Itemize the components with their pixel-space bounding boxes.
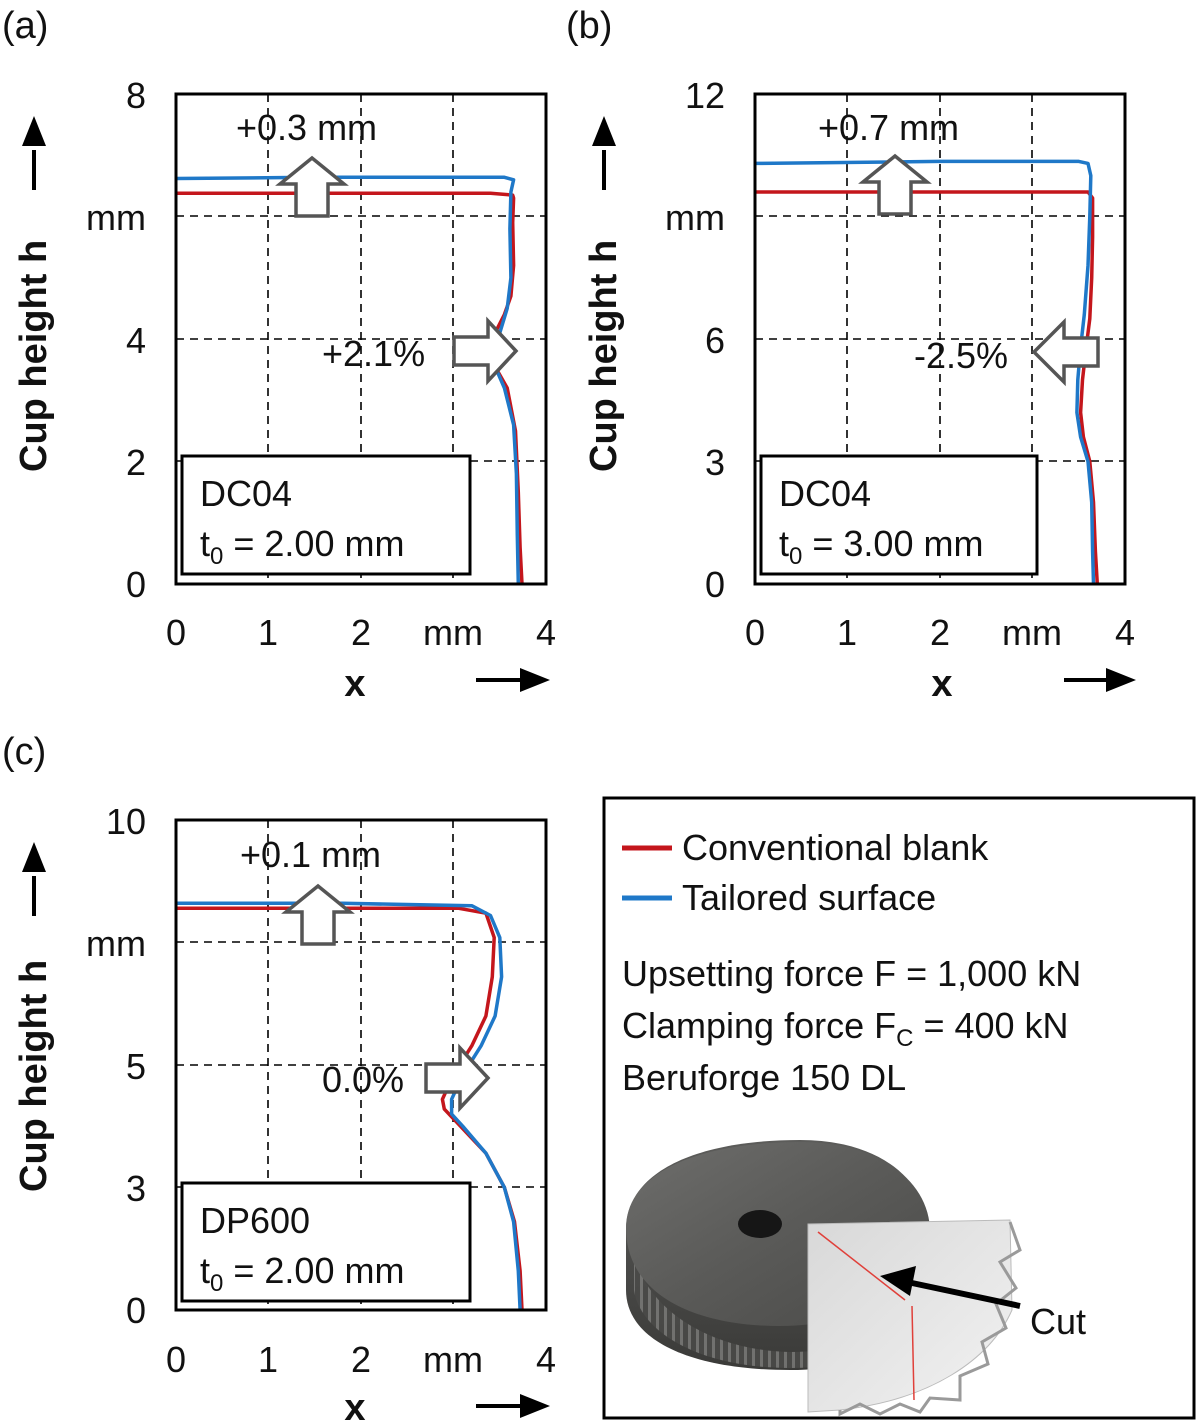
panel-b-y-arrow	[592, 116, 616, 190]
panel-a-material: DC04	[200, 473, 292, 514]
panel-b-xtick: 2	[930, 612, 950, 653]
panel-c-yticks: 10 mm 5 3 0	[86, 801, 146, 1331]
panel-a-up-arrow	[275, 155, 349, 218]
panel-b-ylabel: Cup height h	[583, 240, 625, 472]
panel-b-xtick: mm	[1002, 612, 1062, 653]
panel-b-xticks: 0 1 2 mm 4	[745, 612, 1135, 653]
cut-pointer-arrowhead	[880, 1266, 916, 1296]
panel-b-ytick: 3	[705, 442, 725, 483]
disc-center-hole	[738, 1210, 782, 1238]
cut-line-vertical	[911, 1305, 915, 1401]
panel-c-xtick: 1	[258, 1339, 278, 1380]
panel-c-xlabel: x	[344, 1387, 365, 1426]
panel-c-ytick: mm	[86, 923, 146, 964]
panel-c-label: (c)	[2, 731, 46, 773]
panel-b: (b) 12 mm 6 3 0 0 1 2 mm 4 x	[566, 5, 1136, 705]
panel-c-material: DP600	[200, 1200, 310, 1241]
panel-c-material-box: DP600 t0 = 2.00 mm	[180, 1181, 472, 1303]
panel-a-ytick: 8	[126, 75, 146, 116]
panel-a-ylabel: Cup height h	[13, 240, 55, 472]
cut-label: Cut	[1030, 1301, 1086, 1342]
panel-b-xlabel: x	[931, 663, 952, 705]
panel-b-series-tailored	[754, 159, 1096, 585]
panel-b-thickness-annotation: -2.5%	[914, 335, 1008, 376]
panel-b-ytick: 12	[685, 75, 725, 116]
panel-b-plot-frame	[753, 92, 1127, 586]
panel-c-y-arrow	[22, 842, 46, 916]
disc-teeth	[634, 1250, 924, 1368]
panel-a-material-box: DC04 t0 = 2.00 mm	[180, 454, 472, 576]
panel-c-xtick: 4	[536, 1339, 556, 1380]
panel-b-label: (b)	[566, 5, 612, 47]
panel-b-up-arrow	[858, 153, 932, 216]
process-clamping-force: Clamping force FC = 400 kN	[622, 1005, 1069, 1052]
panel-a-x-arrow	[476, 668, 550, 692]
panel-b-yticks: 12 mm 6 3 0	[665, 75, 725, 605]
panel-a-series-tailored	[175, 175, 521, 585]
panel-b-ytick: mm	[665, 197, 725, 238]
legend-label-conventional: Conventional blank	[682, 827, 989, 868]
panel-b-ytick: 0	[705, 564, 725, 605]
panel-a-xtick: mm	[423, 612, 483, 653]
panel-a-label: (a)	[2, 5, 48, 47]
legend-label-tailored: Tailored surface	[682, 877, 936, 918]
panel-a-height-annotation: +0.3 mm	[236, 107, 377, 148]
panel-c-ytick: 3	[126, 1168, 146, 1209]
panel-a-thickness: t0 = 2.00 mm	[200, 523, 404, 570]
panel-a-plot-frame	[174, 92, 548, 586]
panel-c-xtick: 2	[351, 1339, 371, 1380]
panel-b-material-box: DC04 t0 = 3.00 mm	[759, 454, 1039, 576]
cut-line	[817, 1231, 906, 1301]
panel-c-ytick: 0	[126, 1290, 146, 1331]
panel-c-thickness-annotation: 0.0%	[322, 1059, 404, 1100]
panel-b-thickness: t0 = 3.00 mm	[779, 523, 983, 570]
panel-c-up-arrow	[281, 883, 355, 946]
panel-c-plot-frame	[174, 818, 548, 1312]
panel-a-ytick: 4	[126, 320, 146, 361]
panel-a-xtick: 1	[258, 612, 278, 653]
panel-a-ytick: 2	[126, 442, 146, 483]
panel-c-x-arrow	[476, 1394, 550, 1418]
panel-c-xtick: mm	[423, 1339, 483, 1380]
panel-b-ytick: 6	[705, 320, 725, 361]
panel-a-thickness-annotation: +2.1%	[322, 333, 425, 374]
process-press: Beruforge 150 DL	[622, 1057, 906, 1098]
panel-c-thickness: t0 = 2.00 mm	[200, 1250, 404, 1297]
panel-a-xlabel: x	[344, 663, 365, 705]
panel-a-y-arrow	[22, 116, 46, 190]
panel-c-right-arrow	[424, 1043, 491, 1113]
panel-a-xtick: 2	[351, 612, 371, 653]
panel-c-xticks: 0 1 2 mm 4	[166, 1339, 556, 1380]
panel-a-yticks: 8 mm 4 2 0	[86, 75, 146, 605]
panel-a-xtick: 0	[166, 612, 186, 653]
panel-c-xtick: 0	[166, 1339, 186, 1380]
panel-b-left-arrow	[1031, 317, 1100, 387]
panel-b-xtick: 0	[745, 612, 765, 653]
panel-a-xticks: 0 1 2 mm 4	[166, 612, 556, 653]
panel-b-xtick: 4	[1115, 612, 1135, 653]
panel-a-xtick: 4	[536, 612, 556, 653]
panel-a: (a) 8 mm 4 2 0 0 1 2 mm 4 x	[2, 5, 556, 705]
panel-a-ytick: 0	[126, 564, 146, 605]
panel-c-ytick: 5	[126, 1046, 146, 1087]
panel-a-ytick: mm	[86, 197, 146, 238]
panel-b-height-annotation: +0.7 mm	[818, 107, 959, 148]
panel-b-x-arrow	[1064, 668, 1136, 692]
panel-b-material: DC04	[779, 473, 871, 514]
cut-teeth-outline	[838, 1221, 1022, 1417]
panel-c-height-annotation: +0.1 mm	[240, 834, 381, 875]
specimen-photo: Cut	[626, 1140, 1086, 1417]
panel-b-xtick: 1	[837, 612, 857, 653]
panel-c-ylabel: Cup height h	[13, 960, 55, 1192]
panel-c-ytick: 10	[106, 801, 146, 842]
panel-a-right-arrow	[452, 316, 519, 386]
process-upsetting-force: Upsetting force F = 1,000 kN	[622, 953, 1081, 994]
panel-c: (c) 10 mm 5 3 0 0 1 2 mm 4 x	[2, 731, 556, 1426]
cut-pointer-arrow	[911, 1280, 1021, 1309]
